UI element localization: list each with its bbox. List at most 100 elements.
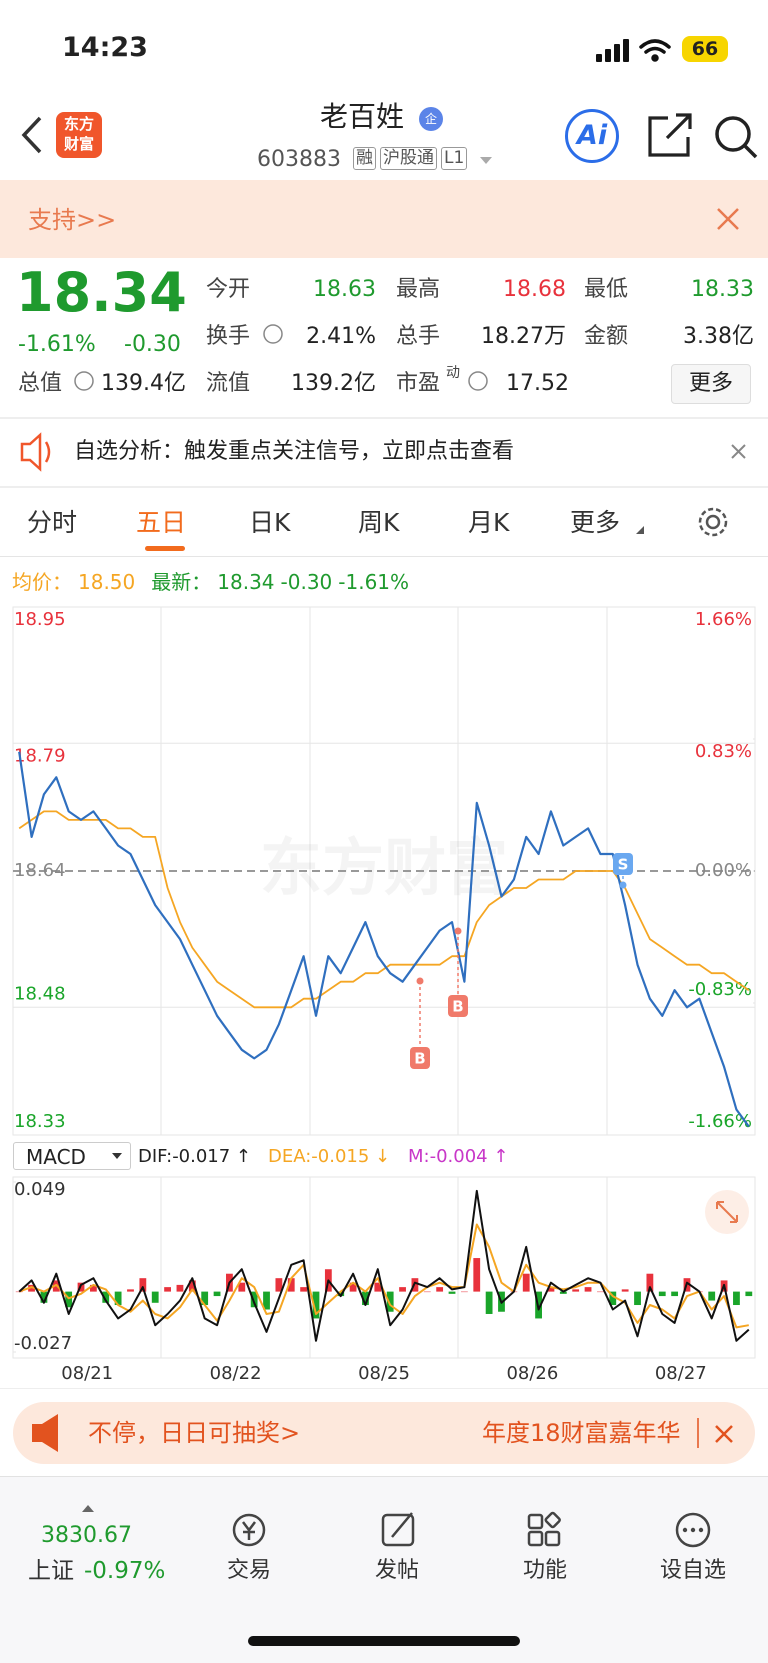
macd-bar (176, 1284, 184, 1292)
macd-bar (312, 1291, 320, 1319)
macd-bar (374, 1282, 382, 1292)
macd-bar (658, 1291, 666, 1297)
logo-text: 东方 (63, 115, 94, 133)
tab[interactable]: 周K (358, 508, 400, 537)
x-tick-label: 08/22 (210, 1363, 262, 1384)
settings-icon[interactable] (698, 507, 728, 537)
tab[interactable]: 月K (468, 508, 510, 537)
macd-bar (634, 1291, 641, 1306)
nav-item[interactable]: 设自选 (660, 1558, 727, 1583)
banner-text[interactable]: 支持>> (28, 206, 117, 234)
trade-point (454, 927, 462, 935)
field-sup: 动 (446, 365, 460, 381)
x-tick-label: 08/21 (61, 1363, 113, 1384)
tab[interactable]: 分时 (27, 508, 78, 537)
field-value: 18.27万 (481, 324, 566, 349)
macd-bar (597, 1291, 604, 1293)
macd-bar (621, 1289, 629, 1292)
macd-bar (473, 1258, 481, 1292)
y2-tick-label: 0.83% (695, 741, 752, 762)
notice-text[interactable]: 自选分析：触发重点关注信号，立即点击查看 (74, 439, 515, 464)
stock-code: 603883 (257, 147, 341, 172)
bottom-nav (0, 1476, 768, 1663)
macd-bar (720, 1280, 728, 1292)
avg-value: 18.50 (78, 570, 136, 594)
ai-button[interactable]: Ai (565, 109, 619, 163)
macd-bar (708, 1291, 716, 1301)
close-icon[interactable] (731, 444, 746, 459)
macd-bar (213, 1291, 221, 1297)
macd-bar (300, 1287, 308, 1292)
macd-bar (28, 1284, 35, 1292)
macd-bar (572, 1289, 580, 1292)
more-button[interactable]: 更多 (671, 364, 751, 404)
macd-bar (102, 1291, 110, 1303)
day-separators (160, 607, 608, 1358)
y-tick-label: 18.33 (14, 1111, 66, 1132)
price: 18.34 (16, 261, 187, 324)
macd-bar (238, 1282, 246, 1292)
expand-icon (716, 1201, 738, 1223)
price-line (18, 751, 750, 1128)
macd-bar (646, 1273, 654, 1292)
macd-bar (423, 1291, 431, 1293)
macd-bar (226, 1273, 233, 1292)
dea-line (18, 1223, 749, 1329)
expand-button[interactable] (705, 1190, 749, 1234)
tab-active[interactable]: 五日 (136, 508, 187, 537)
y-tick-label: 18.79 (14, 745, 66, 766)
macd-bar (386, 1291, 394, 1312)
dropdown-icon[interactable] (480, 157, 492, 164)
macd-bar (522, 1273, 530, 1292)
nav-item[interactable]: 交易 (227, 1558, 272, 1583)
nav-item[interactable]: 发帖 (375, 1558, 420, 1583)
share-icon[interactable] (648, 113, 692, 157)
tab[interactable]: 更多 (570, 508, 621, 537)
divider (0, 1388, 768, 1389)
ad-text[interactable]: 年度18财富嘉年华 (482, 1419, 681, 1447)
x-tick-label: 08/27 (655, 1363, 707, 1384)
y2-tick-label: -1.66% (688, 1111, 752, 1132)
banner[interactable] (0, 180, 768, 258)
back-icon[interactable] (21, 116, 42, 154)
field-label: 总值 (18, 371, 63, 396)
trade-badge (448, 995, 468, 1017)
field-value: 3.38亿 (683, 324, 754, 349)
macd-bar (547, 1287, 555, 1292)
ad-text[interactable]: 不停，日日可抽奖> (88, 1419, 301, 1447)
logo[interactable]: 东方 财富 (56, 112, 102, 158)
macd-bar (139, 1278, 147, 1292)
nav-item[interactable]: 功能 (523, 1558, 568, 1583)
y-tick-label: -0.027 (14, 1333, 72, 1354)
tab[interactable]: 日K (249, 508, 291, 537)
index-value[interactable]: 3830.67 (41, 1523, 132, 1548)
trade-label: B (414, 1050, 425, 1068)
divider (0, 486, 768, 488)
ad-banner[interactable] (13, 1402, 755, 1464)
macd-bar (337, 1291, 345, 1297)
x-tick-label: 08/25 (358, 1363, 410, 1384)
index-name[interactable]: 上证 (28, 1558, 74, 1584)
trade-badge (613, 853, 633, 875)
macd-bar (114, 1291, 122, 1306)
macd-bar (399, 1287, 406, 1292)
trade-point (416, 977, 424, 985)
macd-bar (559, 1291, 567, 1294)
chart-legend: 均价： 18.50 最新： 18.34 -0.30 -1.61% (12, 572, 409, 592)
field-label: 最低 (584, 277, 629, 302)
macd-bar (65, 1291, 73, 1308)
index-change[interactable]: -0.97% (84, 1558, 166, 1584)
macd-bar (77, 1282, 85, 1292)
home-indicator (248, 1636, 520, 1646)
field-label: 市盈 (396, 371, 441, 396)
wifi-icon (639, 39, 671, 62)
indicator-select[interactable]: MACD (13, 1142, 131, 1170)
macd-bar (510, 1291, 518, 1293)
latest-pct: -1.61% (338, 570, 410, 594)
search-icon[interactable] (715, 116, 758, 159)
latest-value: 18.34 (217, 570, 275, 594)
trade-point (619, 881, 627, 889)
macd-bar (287, 1278, 295, 1292)
macd-bar (127, 1289, 134, 1292)
tags: 融 沪股通 L1 (353, 147, 468, 170)
